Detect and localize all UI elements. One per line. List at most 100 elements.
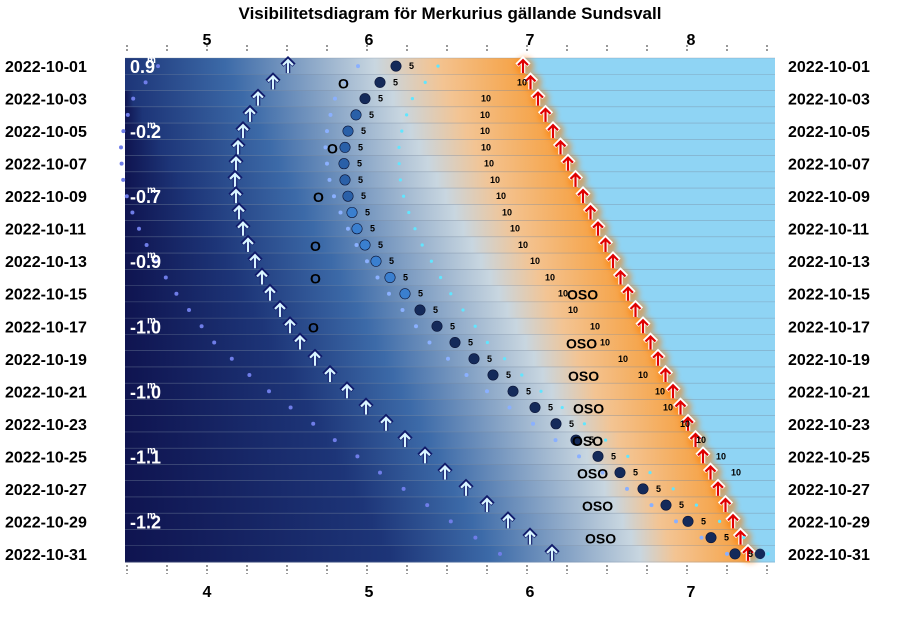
twilight-row (125, 58, 525, 75)
date-label-left: 2022-10-27 (5, 482, 87, 499)
direction-label: O (313, 189, 324, 205)
altitude-label-5: 5 (433, 305, 438, 315)
mercury-dot (754, 548, 766, 560)
faint-track-dot (699, 535, 704, 540)
arrow-head (577, 188, 589, 196)
altitude-label-5: 5 (389, 256, 394, 266)
altitude-label-5: 5 (569, 419, 574, 429)
mercury-dot (705, 532, 717, 544)
faint-track-dot (397, 162, 401, 166)
sunrise-arrow (620, 283, 636, 301)
twilight-row (125, 204, 593, 222)
arrow-head (712, 481, 724, 489)
daylight-row (540, 90, 775, 108)
altitude-label-10: 10 (490, 175, 500, 185)
faint-track-dot (398, 178, 402, 182)
faint-track-dot (119, 145, 123, 150)
arrow-head (674, 399, 687, 408)
sunrise-arrow (687, 429, 704, 448)
mercury-rise-arrow (307, 348, 323, 366)
altitude-label-5: 5 (611, 451, 616, 461)
mercury-rise-arrow (500, 511, 516, 529)
faint-track-dot (346, 226, 350, 231)
faint-track-dot (327, 177, 332, 182)
sunrise-arrow (642, 332, 659, 350)
faint-track-dot (401, 486, 406, 491)
mercury-dot (614, 467, 626, 479)
twilight-row (125, 464, 713, 482)
faint-track-dot (725, 551, 729, 556)
magnitude-unit: m (147, 380, 156, 391)
faint-track-dot (121, 177, 126, 182)
mercury-dot (592, 450, 604, 462)
sunrise-arrow (582, 202, 599, 220)
arrow-head (524, 74, 537, 83)
magnitude-unit: m (147, 120, 156, 131)
altitude-label-10: 10 (481, 142, 491, 152)
date-label-right: 2022-10-01 (788, 59, 870, 76)
sunrise-arrow (552, 137, 569, 155)
daylight-row (667, 366, 775, 384)
daylight-row (525, 58, 775, 75)
arrow-head (230, 188, 242, 196)
daylight-row (585, 188, 775, 205)
mercury-dot (487, 369, 499, 381)
mercury-rise-arrow (272, 299, 288, 317)
sunrise-arrow (702, 462, 719, 480)
date-label-right: 2022-10-11 (788, 222, 869, 239)
altitude-label-10: 10 (484, 159, 494, 169)
mercury-dot (637, 483, 649, 495)
faint-track-dot (420, 243, 424, 247)
sunrise-arrow (515, 55, 531, 74)
arrow-head (324, 367, 336, 375)
altitude-label-10: 10 (530, 256, 540, 266)
twilight-row (125, 90, 540, 108)
mercury-rise-arrow (282, 316, 298, 334)
sunrise-arrow (710, 478, 726, 496)
faint-track-dot (338, 210, 343, 215)
arrow-head (460, 481, 472, 489)
date-label-left: 2022-10-17 (5, 319, 87, 336)
sunrise-arrow (522, 72, 539, 90)
date-label-right: 2022-10-27 (788, 482, 870, 499)
arrow-head (629, 302, 642, 310)
twilight-row (125, 366, 668, 384)
twilight-row (125, 350, 660, 368)
daylight-row (570, 155, 775, 173)
daylight-row (555, 123, 775, 140)
date-label-left: 2022-10-29 (5, 514, 87, 531)
mercury-dot (339, 174, 351, 186)
faint-track-dot (323, 145, 328, 150)
daylight-row (727, 496, 775, 514)
twilight-row (125, 123, 555, 140)
date-label-left: 2022-10-19 (5, 352, 87, 369)
magnitude-unit: m (147, 55, 156, 66)
daylight-row (607, 236, 775, 254)
sunrise-arrow (545, 120, 561, 139)
twilight-row (125, 415, 690, 433)
direction-label: OSO (577, 466, 608, 482)
faint-track-dot (328, 112, 333, 117)
mercury-rise-arrow (227, 169, 243, 187)
twilight-row (125, 269, 623, 287)
mercury-rise-arrow (228, 186, 244, 204)
arrow-head (481, 497, 493, 505)
mercury-dot (660, 499, 672, 511)
mercury-rise-arrow (280, 55, 296, 74)
sunrise-arrow (605, 251, 621, 269)
arrow-head (539, 107, 552, 115)
altitude-label-5: 5 (701, 516, 706, 526)
date-label-right: 2022-10-07 (788, 157, 870, 174)
direction-label: OSO (566, 336, 597, 352)
magnitude-label: 0.9 (130, 57, 155, 77)
faint-track-dot (446, 356, 450, 361)
faint-track-dot (212, 340, 217, 345)
date-label-left: 2022-10-07 (5, 157, 87, 174)
direction-label: OSO (572, 433, 603, 449)
altitude-label-10: 10 (618, 354, 628, 364)
altitude-label-10: 10 (663, 403, 673, 413)
arrow-head (249, 253, 261, 262)
twilight-row (125, 171, 578, 189)
arrow-head (502, 513, 514, 522)
faint-track-dot (332, 194, 336, 199)
